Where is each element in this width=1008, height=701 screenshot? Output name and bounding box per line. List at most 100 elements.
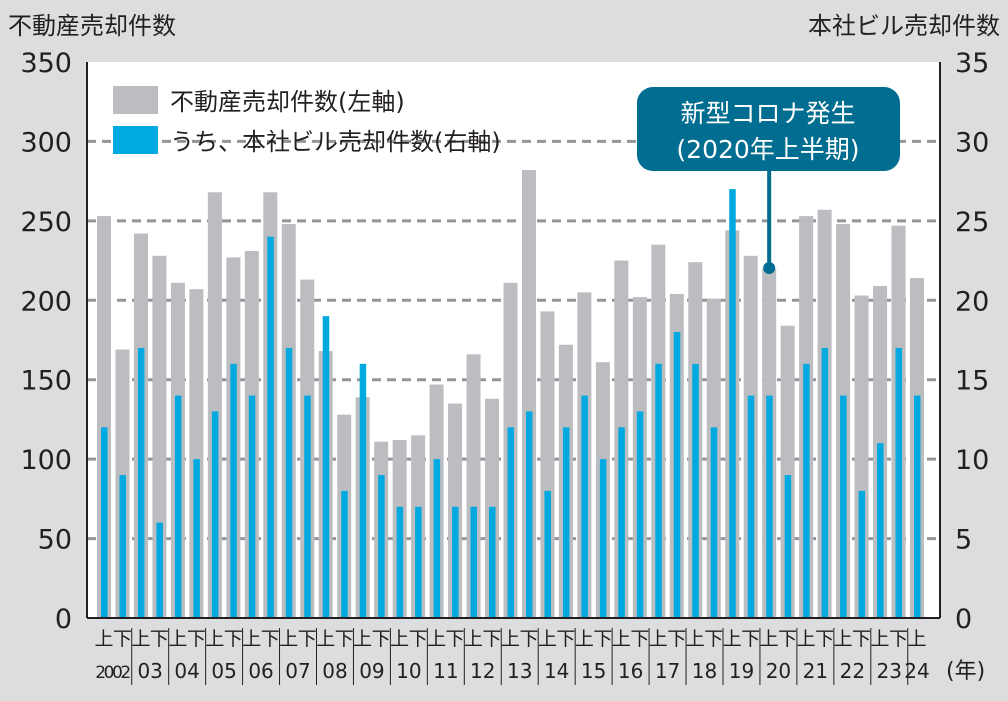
left-tick-label: 50 xyxy=(38,525,72,556)
half-label: 下 xyxy=(667,628,686,650)
half-label: 下 xyxy=(298,628,317,650)
bar-hq xyxy=(562,427,570,618)
legend-swatch-total xyxy=(113,86,158,114)
bar-hq xyxy=(544,490,551,618)
right-tick-label: 35 xyxy=(955,48,989,79)
half-label: 下 xyxy=(630,628,649,650)
bar-hq xyxy=(895,347,903,618)
left-tick-label: 0 xyxy=(55,604,72,635)
bar-hq xyxy=(747,395,755,618)
bar-hq xyxy=(137,347,145,618)
bar-hq xyxy=(211,411,219,618)
half-label: 上 xyxy=(871,628,890,650)
bar-hq xyxy=(766,395,773,618)
bar-hq xyxy=(267,236,274,618)
right-tick-label: 25 xyxy=(955,207,989,238)
bar-hq xyxy=(784,475,792,618)
legend-label-hq: うち、本社ビル売却件数(右軸) xyxy=(170,128,501,156)
year-label: 17 xyxy=(655,659,680,683)
bar-hq xyxy=(285,347,293,618)
year-label: 05 xyxy=(211,659,236,683)
bar-hq xyxy=(341,490,348,618)
right-tick-label: 10 xyxy=(955,445,989,476)
half-label: 下 xyxy=(372,628,391,650)
left-axis-title: 不動産売却件数 xyxy=(8,12,176,40)
left-tick-label: 350 xyxy=(20,48,72,79)
half-label: 下 xyxy=(113,628,132,650)
half-label: 下 xyxy=(446,628,465,650)
half-label: 上 xyxy=(501,628,520,650)
half-label: 下 xyxy=(593,628,612,650)
bar-hq xyxy=(322,316,330,618)
half-label: 上 xyxy=(205,628,224,650)
bar-hq xyxy=(156,522,163,618)
half-label: 上 xyxy=(279,628,298,650)
right-tick-label: 0 xyxy=(955,604,972,635)
year-label: 11 xyxy=(433,659,458,683)
legend-swatch-hq xyxy=(113,126,158,154)
year-label: 2002 xyxy=(95,663,131,683)
half-label: 上 xyxy=(131,628,150,650)
bar-hq xyxy=(378,475,385,618)
year-label: 14 xyxy=(544,659,569,683)
half-label: 上 xyxy=(575,628,594,650)
half-label: 上 xyxy=(797,628,816,650)
half-label: 上 xyxy=(612,628,631,650)
half-label: 上 xyxy=(834,628,853,650)
bar-hq xyxy=(710,427,718,618)
half-label: 下 xyxy=(150,628,169,650)
bar-hq xyxy=(415,506,422,618)
bar-hq xyxy=(729,189,736,619)
year-label: 19 xyxy=(729,659,754,683)
left-tick-label: 150 xyxy=(20,366,72,397)
bar-hq xyxy=(877,443,884,618)
bar-hq xyxy=(101,427,108,618)
year-label: 24 xyxy=(904,659,929,683)
annotation-line2: (2020年上半期) xyxy=(676,135,859,164)
year-label: 23 xyxy=(877,659,902,683)
bar-hq xyxy=(914,395,921,618)
year-label: 21 xyxy=(803,659,828,683)
half-label: 下 xyxy=(187,628,206,650)
x-unit-label: (年) xyxy=(946,659,985,684)
right-tick-label: 20 xyxy=(955,286,989,317)
bar-hq xyxy=(396,506,404,618)
bar-hq xyxy=(193,459,200,618)
year-label: 08 xyxy=(322,659,347,683)
year-label: 04 xyxy=(174,659,199,683)
bar-hq xyxy=(636,411,644,618)
year-label: 06 xyxy=(248,659,273,683)
half-label: 上 xyxy=(390,628,409,650)
half-label: 上 xyxy=(427,628,446,650)
half-label: 下 xyxy=(483,628,502,650)
half-label: 上 xyxy=(353,628,372,650)
bar-hq xyxy=(858,490,866,618)
bar-hq xyxy=(452,506,459,618)
bar-hq xyxy=(119,475,126,618)
half-label: 下 xyxy=(224,628,243,650)
year-label: 09 xyxy=(359,659,384,683)
half-label: 上 xyxy=(464,628,483,650)
half-label: 上 xyxy=(242,628,261,650)
annotation-line1: 新型コロナ発生 xyxy=(680,99,855,128)
half-label: 下 xyxy=(409,628,428,650)
year-label: 22 xyxy=(840,659,865,683)
annotation-dot xyxy=(763,262,776,274)
half-label: 下 xyxy=(889,628,908,650)
bar-hq xyxy=(840,395,847,618)
half-label: 上 xyxy=(760,628,779,650)
half-label: 下 xyxy=(815,628,834,650)
half-label: 上 xyxy=(168,628,187,650)
half-label: 下 xyxy=(704,628,723,650)
bar-hq xyxy=(359,363,367,618)
year-label: 13 xyxy=(507,659,532,683)
half-label: 下 xyxy=(519,628,538,650)
bar-hq xyxy=(692,363,699,618)
bar-hq xyxy=(507,427,514,618)
half-label: 下 xyxy=(852,628,871,650)
bar-hq xyxy=(174,395,182,618)
right-tick-label: 5 xyxy=(955,525,972,556)
year-label: 12 xyxy=(470,659,495,683)
left-tick-label: 200 xyxy=(20,286,72,317)
